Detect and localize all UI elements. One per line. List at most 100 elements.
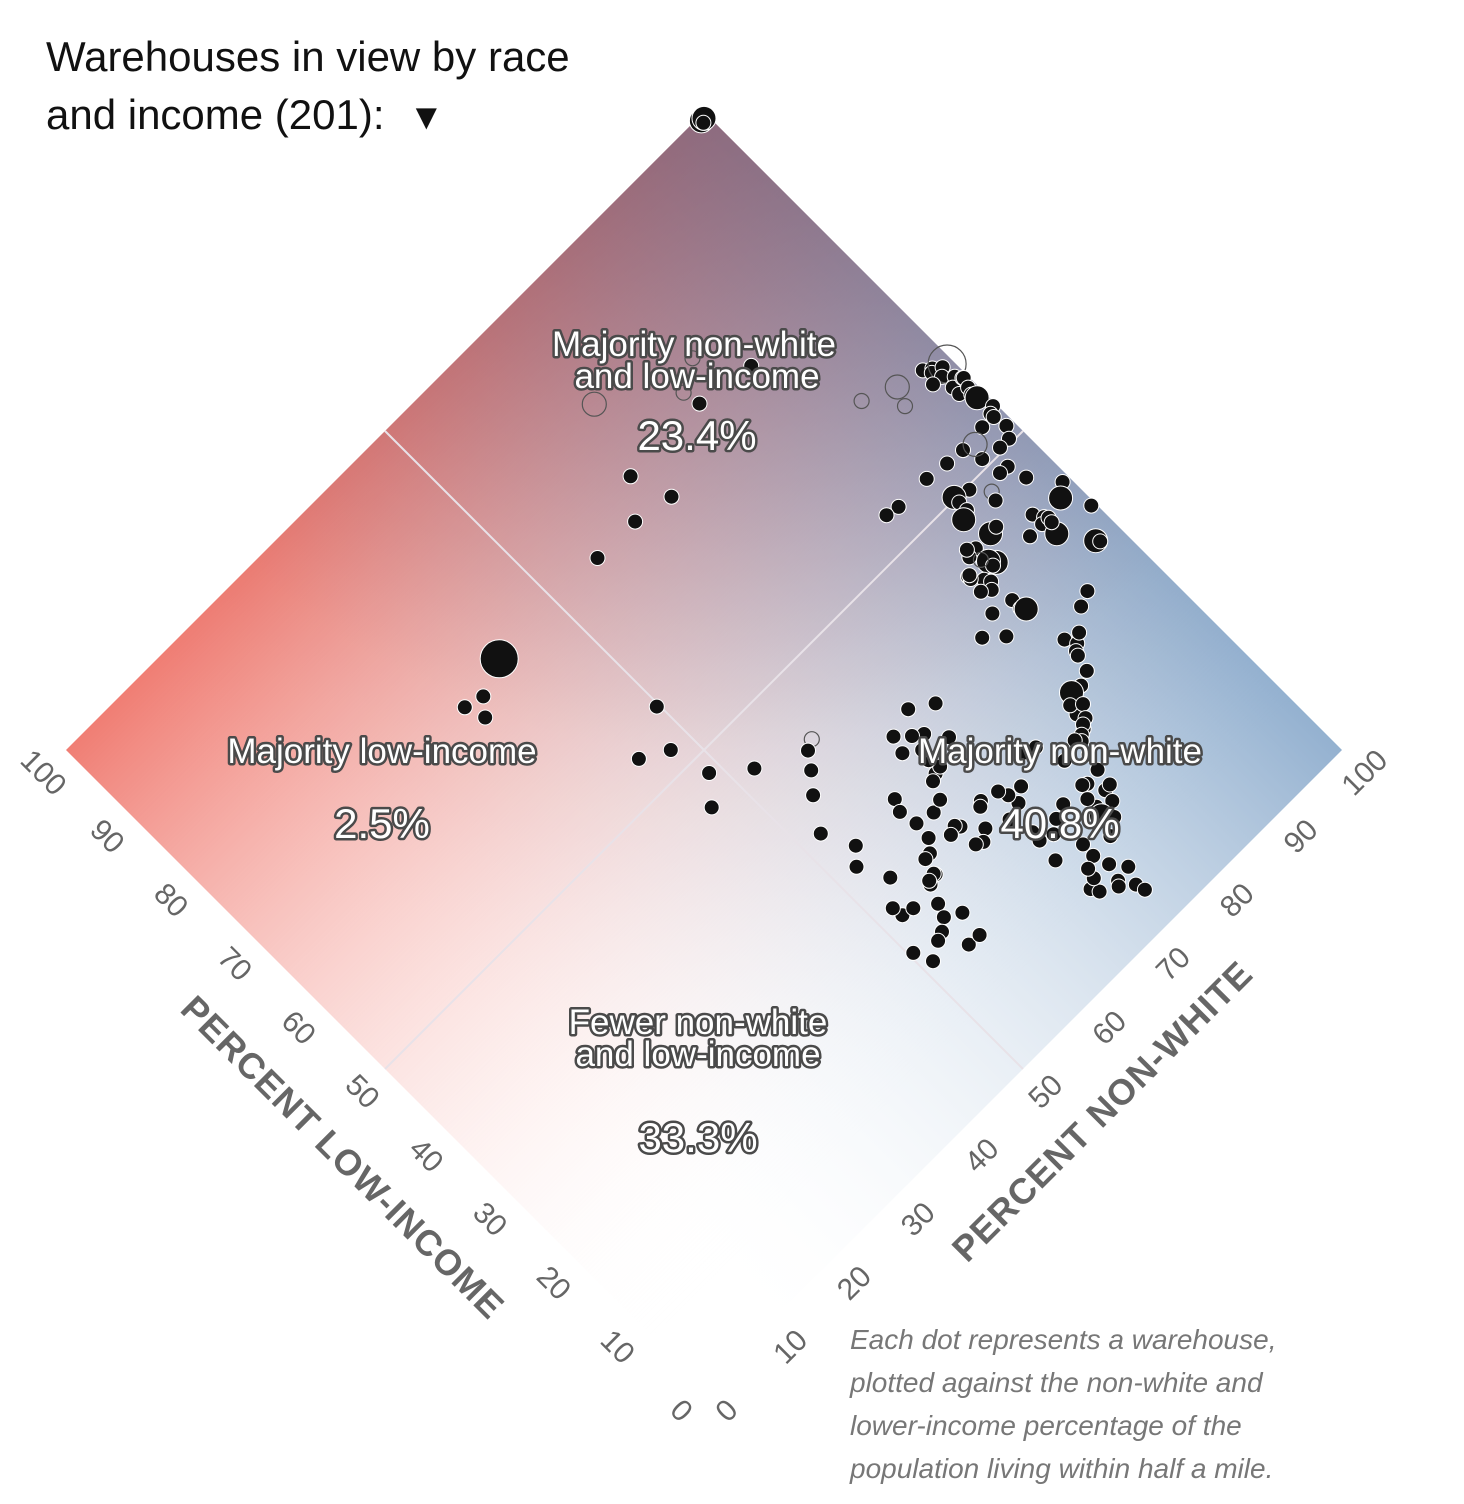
- warehouse-dot[interactable]: [1013, 778, 1030, 795]
- warehouse-dot[interactable]: [1071, 624, 1088, 641]
- warehouse-dot[interactable]: [985, 557, 1001, 574]
- warehouse-dot[interactable]: [998, 628, 1015, 645]
- warehouse-dot[interactable]: [890, 498, 907, 515]
- warehouse-dot[interactable]: [691, 395, 708, 412]
- warehouse-dot[interactable]: [1106, 809, 1123, 825]
- warehouse-dot[interactable]: [1027, 739, 1044, 756]
- warehouse-dot[interactable]: [1045, 826, 1062, 843]
- warehouse-dot[interactable]: [905, 900, 922, 917]
- warehouse-dot[interactable]: [905, 944, 922, 961]
- warehouse-dot[interactable]: [884, 900, 901, 917]
- warehouse-dot[interactable]: [1079, 791, 1096, 808]
- warehouse-dot[interactable]: [847, 837, 864, 854]
- warehouse-dot[interactable]: [992, 465, 1008, 482]
- warehouse-dot[interactable]: [930, 932, 947, 949]
- warehouse-dot[interactable]: [972, 798, 989, 815]
- warehouse-dot[interactable]: [1078, 662, 1095, 679]
- warehouse-dot[interactable]: [925, 953, 941, 970]
- warehouse-dot[interactable]: [1055, 796, 1072, 813]
- warehouse-dot[interactable]: [942, 826, 959, 843]
- warehouse-dot[interactable]: [1075, 696, 1091, 713]
- warehouse-dot[interactable]: [894, 745, 911, 762]
- warehouse-dot[interactable]: [961, 567, 978, 584]
- warehouse-dot[interactable]: [662, 742, 679, 758]
- warehouse-dot[interactable]: [589, 550, 606, 566]
- warehouse-dot[interactable]: [630, 750, 647, 767]
- warehouse-dot[interactable]: [1089, 761, 1106, 778]
- warehouse-dot[interactable]: [941, 729, 957, 746]
- warehouse-dot[interactable]: [927, 695, 944, 712]
- triangle-down-icon[interactable]: ▼: [408, 96, 445, 137]
- warehouse-dot[interactable]: [663, 488, 680, 505]
- warehouse-dot[interactable]: [1101, 856, 1118, 873]
- warehouse-dot[interactable]: [848, 858, 865, 875]
- warehouse-dot[interactable]: [920, 830, 937, 846]
- warehouse-dot[interactable]: [456, 699, 473, 716]
- warehouse-dot[interactable]: [878, 507, 895, 524]
- warehouse-dot[interactable]: [1056, 752, 1073, 769]
- warehouse-dot[interactable]: [1075, 836, 1091, 853]
- warehouse-dot[interactable]: [964, 385, 990, 411]
- warehouse-dot[interactable]: [974, 629, 991, 646]
- warehouse-dot[interactable]: [917, 851, 934, 868]
- warehouse-dot[interactable]: [904, 728, 920, 744]
- warehouse-dot-outline[interactable]: [581, 391, 607, 417]
- warehouse-dot[interactable]: [918, 470, 935, 487]
- warehouse-dot[interactable]: [743, 357, 760, 374]
- warehouse-dot[interactable]: [988, 518, 1005, 535]
- warehouse-dot[interactable]: [990, 783, 1007, 800]
- warehouse-dot[interactable]: [1091, 883, 1108, 900]
- warehouse-dot[interactable]: [1102, 828, 1119, 845]
- warehouse-dot[interactable]: [932, 791, 949, 808]
- warehouse-dot[interactable]: [701, 765, 718, 781]
- warehouse-dot[interactable]: [967, 836, 984, 853]
- warehouse-dot[interactable]: [939, 455, 956, 472]
- warehouse-dot[interactable]: [1110, 878, 1127, 895]
- warehouse-dot[interactable]: [1013, 596, 1039, 622]
- warehouse-dot[interactable]: [1069, 647, 1086, 664]
- warehouse-dot[interactable]: [800, 742, 816, 759]
- warehouse-dot[interactable]: [1043, 514, 1060, 531]
- warehouse-dot[interactable]: [925, 804, 942, 821]
- warehouse-dot[interactable]: [977, 820, 994, 837]
- warehouse-dot[interactable]: [803, 762, 820, 779]
- warehouse-dot[interactable]: [703, 799, 720, 816]
- warehouse-dot[interactable]: [908, 815, 925, 832]
- warehouse-dot[interactable]: [930, 895, 947, 912]
- warehouse-dot[interactable]: [746, 760, 763, 777]
- warehouse-dot[interactable]: [1073, 598, 1090, 615]
- warehouse-dot[interactable]: [1031, 832, 1048, 849]
- warehouse-dot[interactable]: [812, 825, 829, 842]
- warehouse-dot[interactable]: [477, 709, 494, 726]
- warehouse-dot-outline[interactable]: [853, 392, 870, 410]
- warehouse-dot[interactable]: [900, 701, 917, 718]
- warehouse-dot-outline[interactable]: [896, 398, 914, 415]
- warehouse-dot[interactable]: [951, 507, 977, 533]
- warehouse-dot[interactable]: [992, 439, 1008, 456]
- warehouse-dot[interactable]: [475, 688, 492, 705]
- warehouse-dot[interactable]: [1136, 881, 1153, 898]
- warehouse-dot[interactable]: [1074, 777, 1091, 794]
- warehouse-dot[interactable]: [914, 742, 931, 758]
- warehouse-dot[interactable]: [972, 583, 989, 600]
- warehouse-dot[interactable]: [921, 872, 938, 889]
- warehouse-dot[interactable]: [1120, 858, 1137, 875]
- warehouse-dot[interactable]: [1047, 852, 1064, 869]
- warehouse-dot-outline[interactable]: [684, 350, 701, 367]
- warehouse-dot[interactable]: [891, 803, 908, 820]
- warehouse-dot[interactable]: [1101, 776, 1118, 793]
- warehouse-dot[interactable]: [648, 698, 665, 715]
- warehouse-dot[interactable]: [1104, 793, 1121, 809]
- warehouse-dot[interactable]: [622, 468, 639, 485]
- warehouse-dot[interactable]: [1048, 485, 1074, 511]
- warehouse-dot-outline[interactable]: [884, 374, 910, 400]
- warehouse-dot[interactable]: [935, 909, 952, 926]
- warehouse-dot[interactable]: [1083, 497, 1100, 514]
- warehouse-dot[interactable]: [627, 513, 644, 530]
- warehouse-dot[interactable]: [695, 114, 712, 131]
- warehouse-dot[interactable]: [885, 728, 902, 745]
- warehouse-dot[interactable]: [1092, 533, 1109, 550]
- warehouse-dot[interactable]: [1001, 811, 1018, 828]
- warehouse-dot[interactable]: [1018, 469, 1035, 486]
- warehouse-dot[interactable]: [479, 639, 519, 679]
